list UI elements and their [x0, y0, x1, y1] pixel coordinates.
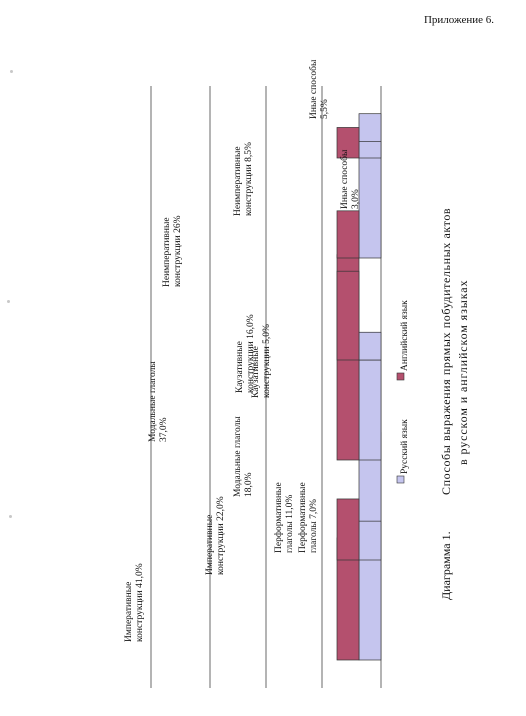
label-english-1: Императивныеконструкции 22,0% — [205, 496, 226, 575]
label-english-2: Перформативныеглаголы 11,0% — [273, 482, 295, 553]
caption-line-2: в русском и английском языках — [456, 280, 470, 465]
caption-line-1: Способы выражения прямых побудительных а… — [439, 208, 453, 495]
label-russian-3: Модальные глаголы18,0% — [233, 416, 254, 497]
bar-russian — [358, 331, 382, 361]
scan-speck — [9, 515, 12, 518]
plot-area: Императивныеконструкции 41,0% Перформатив… — [124, 59, 382, 688]
bar-russian — [358, 520, 382, 561]
bar-russian — [358, 113, 382, 259]
bar-russian — [358, 359, 382, 461]
bar-english — [336, 127, 360, 159]
label-english-4: Каузативныеконструкции 16,0% — [235, 314, 256, 393]
label-russian-6: Иные способы3,0% — [339, 149, 361, 209]
label-russian-2: Перформативныеглаголы 7,0% — [297, 482, 319, 553]
bar-english — [336, 498, 360, 561]
appendix-label: Приложение 6. — [423, 14, 494, 26]
bar-english — [336, 210, 360, 259]
legend: Русский язык Английский язык — [396, 300, 410, 484]
chart-caption: Диаграмма 1. Способы выражения прямых по… — [439, 208, 470, 600]
label-russian-4: Каузативныеконструкции 5,0% — [251, 324, 272, 398]
legend-label-ru: Русский язык — [399, 419, 410, 474]
legend-swatch-ru — [396, 475, 405, 484]
label-russian-1: Императивныеконструкции 41,0% — [124, 563, 145, 642]
caption-number: Диаграмма 1. — [439, 531, 453, 600]
label-english-3: Модальные глаголы37,0% — [148, 361, 169, 442]
legend-label-en: Английский язык — [399, 300, 410, 371]
label-russian-5: Неимперативныеконструкции 26% — [162, 215, 183, 287]
label-english-6: Иные способы5,5% — [308, 59, 330, 119]
label-english-5: Неимперативныеконструкции 8,5% — [233, 142, 254, 216]
bar-english — [336, 270, 360, 361]
scan-speck — [10, 70, 13, 73]
bar-russian — [358, 141, 382, 159]
legend-swatch-en — [396, 372, 405, 381]
scan-speck — [7, 300, 10, 303]
